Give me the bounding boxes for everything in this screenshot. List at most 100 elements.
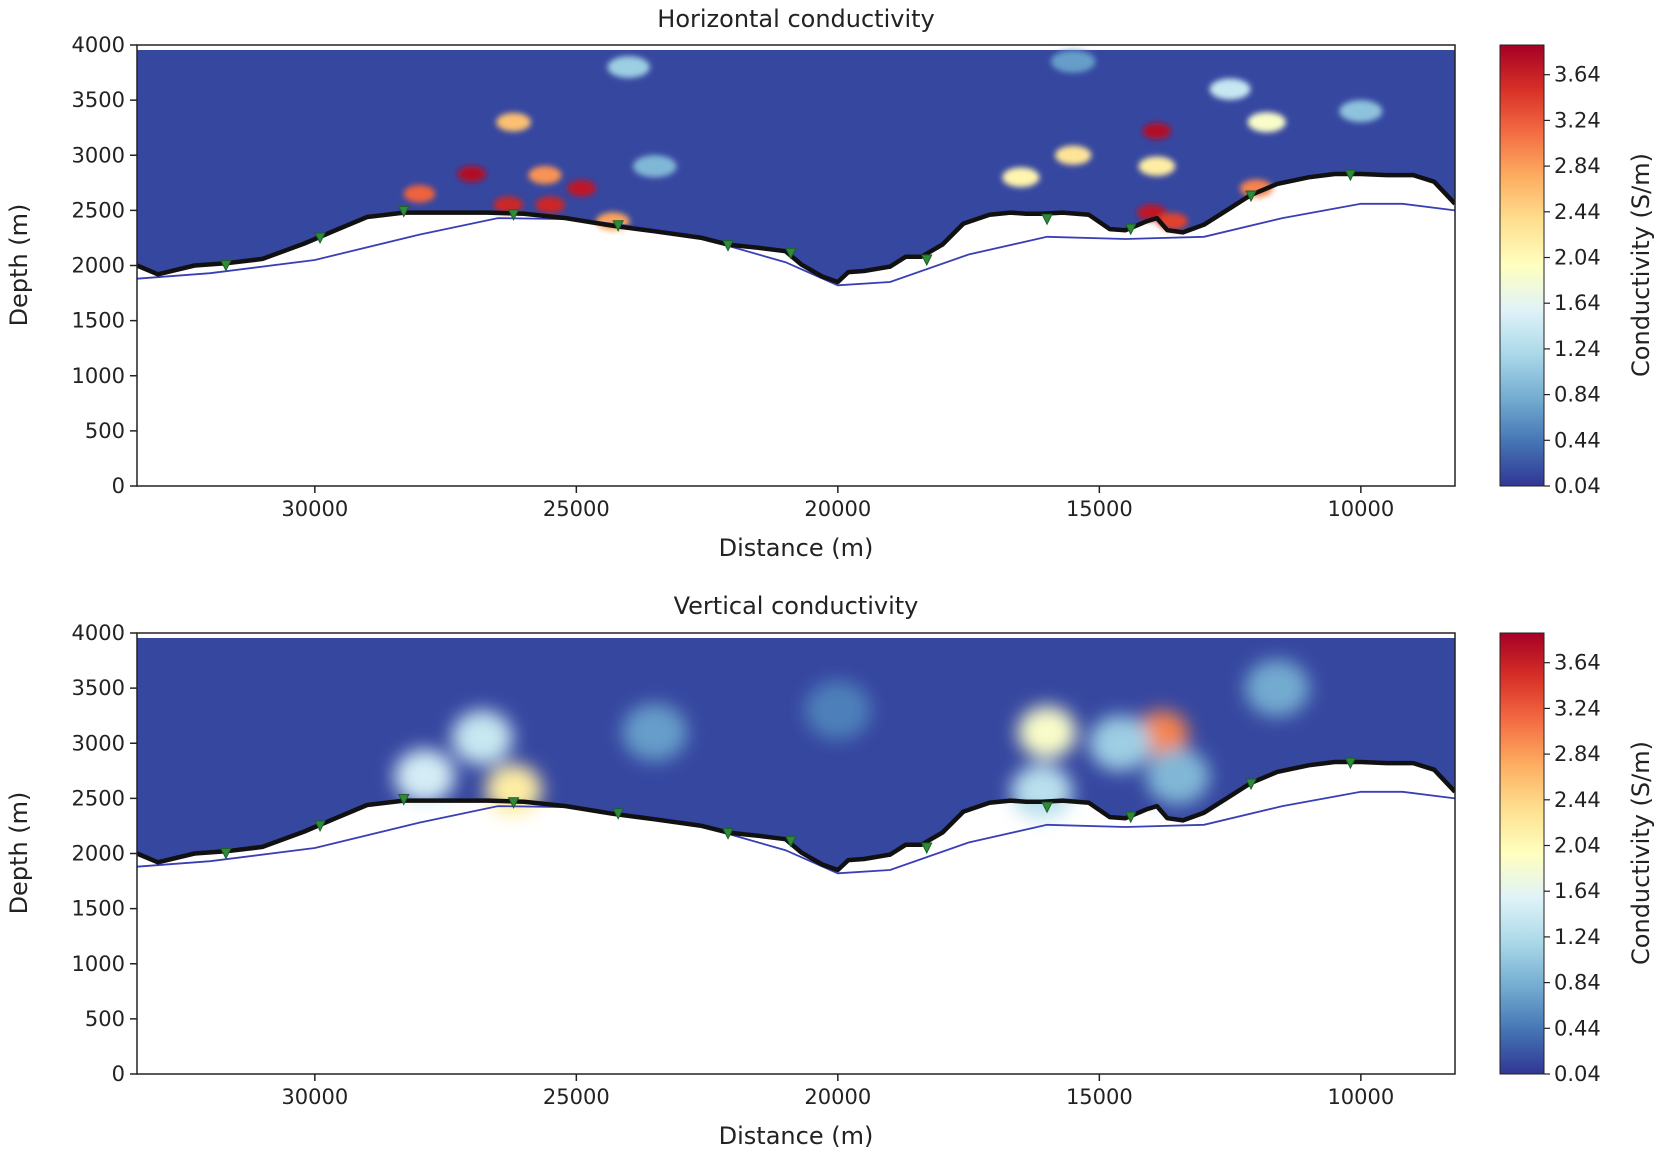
receiver-marker [1041, 213, 1053, 226]
panel-vertical: Vertical conductivity 0 500 1000 1500 2000 25… [5, 592, 1655, 1150]
colorbar-tick-label: 2.44 [1554, 200, 1601, 224]
colorbar-tick-label: 0.84 [1554, 383, 1601, 407]
anomaly [535, 196, 565, 214]
plot-area [137, 50, 1455, 287]
x-axis-label: Distance (m) [719, 534, 874, 562]
receiver-marker [507, 797, 520, 809]
anomaly-layer [394, 659, 1310, 820]
receiver-marker [1041, 801, 1053, 814]
receiver-marker [1344, 169, 1357, 182]
x-tick-label: 25000 [543, 497, 610, 521]
receiver-marker [1124, 223, 1137, 236]
y-tick-label: 2500 [72, 198, 125, 222]
x-tick-label: 15000 [1066, 497, 1133, 521]
x-tick-label: 25000 [543, 1085, 610, 1109]
anomaly [622, 703, 688, 761]
anomaly [528, 166, 562, 185]
anomaly [607, 56, 650, 78]
chart-title: Horizontal conductivity [657, 5, 934, 33]
seafloor-line [137, 759, 1455, 873]
x-ticks: 30000 25000 20000 15000 10000 [281, 486, 1394, 521]
colorbar [1499, 44, 1545, 487]
anomaly [1137, 204, 1167, 221]
colorbar-tick-label: 0.04 [1554, 474, 1601, 498]
colorbar-tick-label: 2.84 [1554, 154, 1601, 178]
receiver-marker [314, 820, 326, 833]
receiver-marker [314, 232, 326, 245]
receiver-marker [612, 808, 624, 820]
anomaly [1245, 659, 1310, 717]
receiver-marker [1245, 778, 1257, 791]
anomaly [1142, 122, 1172, 140]
receiver-marker [722, 828, 734, 840]
receiver-marker [1124, 811, 1137, 824]
anomaly [1089, 715, 1152, 772]
x-tick-label: 15000 [1066, 1085, 1133, 1109]
chart-title: Vertical conductivity [674, 592, 919, 620]
y-tick-label: 500 [85, 419, 125, 443]
colorbar-label: Conductivity (S/m) [1627, 153, 1655, 377]
y-tick-label: 1500 [72, 309, 125, 333]
receiver-marker [397, 205, 410, 218]
y-tick-label: 4000 [72, 621, 125, 645]
colorbar-tick-label: 0.04 [1554, 1062, 1601, 1086]
panel-horizontal: Horizontal conductivity 0 500 1000 1500 2000… [5, 5, 1655, 562]
subsurface-region [137, 50, 1455, 282]
colorbar-tick-label: 3.64 [1554, 651, 1601, 675]
plot-area [137, 638, 1455, 875]
y-tick-label: 500 [85, 1007, 125, 1031]
colorbar-tick-label: 3.64 [1554, 63, 1601, 87]
receiver-markers [220, 169, 1357, 272]
colorbar-tick-label: 0.84 [1554, 971, 1601, 995]
y-tick-label: 3000 [72, 143, 125, 167]
colorbar-tick-label: 0.44 [1554, 428, 1601, 452]
seafloor-line [137, 171, 1455, 285]
y-tick-label: 0 [112, 1062, 125, 1086]
colorbar-tick-label: 0.44 [1554, 1016, 1601, 1040]
colorbar-tick-label: 2.04 [1554, 834, 1601, 858]
colorbar-tick-label: 1.64 [1554, 879, 1601, 903]
x-tick-label: 10000 [1327, 1085, 1394, 1109]
x-tick-label: 30000 [281, 1085, 348, 1109]
receiver-marker [920, 842, 933, 855]
y-axis-label: Depth (m) [5, 204, 33, 327]
y-tick-label: 2000 [72, 254, 125, 278]
y-tick-label: 4000 [72, 33, 125, 57]
colorbar-tick-label: 1.24 [1554, 925, 1601, 949]
colorbar-label: Conductivity (S/m) [1627, 741, 1655, 965]
colorbar-tick-label: 1.24 [1554, 337, 1601, 361]
x-tick-label: 30000 [281, 497, 348, 521]
colorbar [1499, 632, 1545, 1075]
anomaly [1017, 706, 1077, 759]
anomaly [567, 180, 597, 197]
anomaly [451, 710, 513, 765]
y-tick-label: 3500 [72, 676, 125, 700]
colorbar-ticks: 0.04 0.44 0.84 1.24 1.64 2.04 2.44 2.84 3.24 3.64 [1544, 63, 1601, 498]
y-ticks: 0 500 1000 1500 2000 2500 3000 3500 4000 [72, 621, 137, 1086]
y-tick-label: 2500 [72, 786, 125, 810]
receiver-marker [507, 209, 520, 221]
receiver-marker [784, 247, 797, 260]
anomaly [403, 185, 436, 203]
receiver-marker [220, 848, 232, 860]
anomaly [1209, 78, 1251, 100]
y-tick-label: 1500 [72, 897, 125, 921]
colorbar-tick-label: 1.64 [1554, 291, 1601, 315]
anomaly [1011, 764, 1073, 820]
receiver-marker [612, 220, 624, 232]
receiver-marker [1344, 757, 1357, 770]
x-tick-label: 20000 [804, 497, 871, 521]
colorbar-tick-label: 2.84 [1554, 742, 1601, 766]
colorbar-tick-label: 2.04 [1554, 246, 1601, 270]
colorbar-tick-label: 2.44 [1554, 788, 1601, 812]
receiver-marker [1245, 190, 1257, 203]
y-tick-label: 2000 [72, 842, 125, 866]
x-tick-label: 20000 [804, 1085, 871, 1109]
anomaly [1138, 156, 1176, 177]
anomaly [457, 165, 486, 183]
anomaly [805, 681, 871, 740]
receiver-marker [220, 260, 232, 272]
anomaly [1247, 112, 1286, 133]
colorbar-tick-label: 3.24 [1554, 696, 1601, 720]
